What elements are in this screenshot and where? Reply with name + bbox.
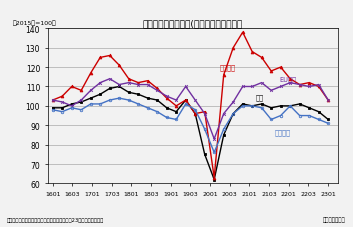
Text: （資料）財務省「貿易統計」　　（注）直近は23年１、２月の平均: （資料）財務省「貿易統計」 （注）直近は23年１、２月の平均 xyxy=(7,217,104,222)
Title: 地域別輸出数量指数(季節調整値）の推移: 地域別輸出数量指数(季節調整値）の推移 xyxy=(143,20,243,28)
Text: EU向け: EU向け xyxy=(279,76,296,83)
Text: 全体: 全体 xyxy=(255,94,263,101)
Text: 中国向け: 中国向け xyxy=(220,64,236,71)
Text: （2015年=100）: （2015年=100） xyxy=(13,21,57,26)
Text: 米国向け: 米国向け xyxy=(275,129,291,136)
Text: （年・四半期）: （年・四半期） xyxy=(323,217,346,222)
